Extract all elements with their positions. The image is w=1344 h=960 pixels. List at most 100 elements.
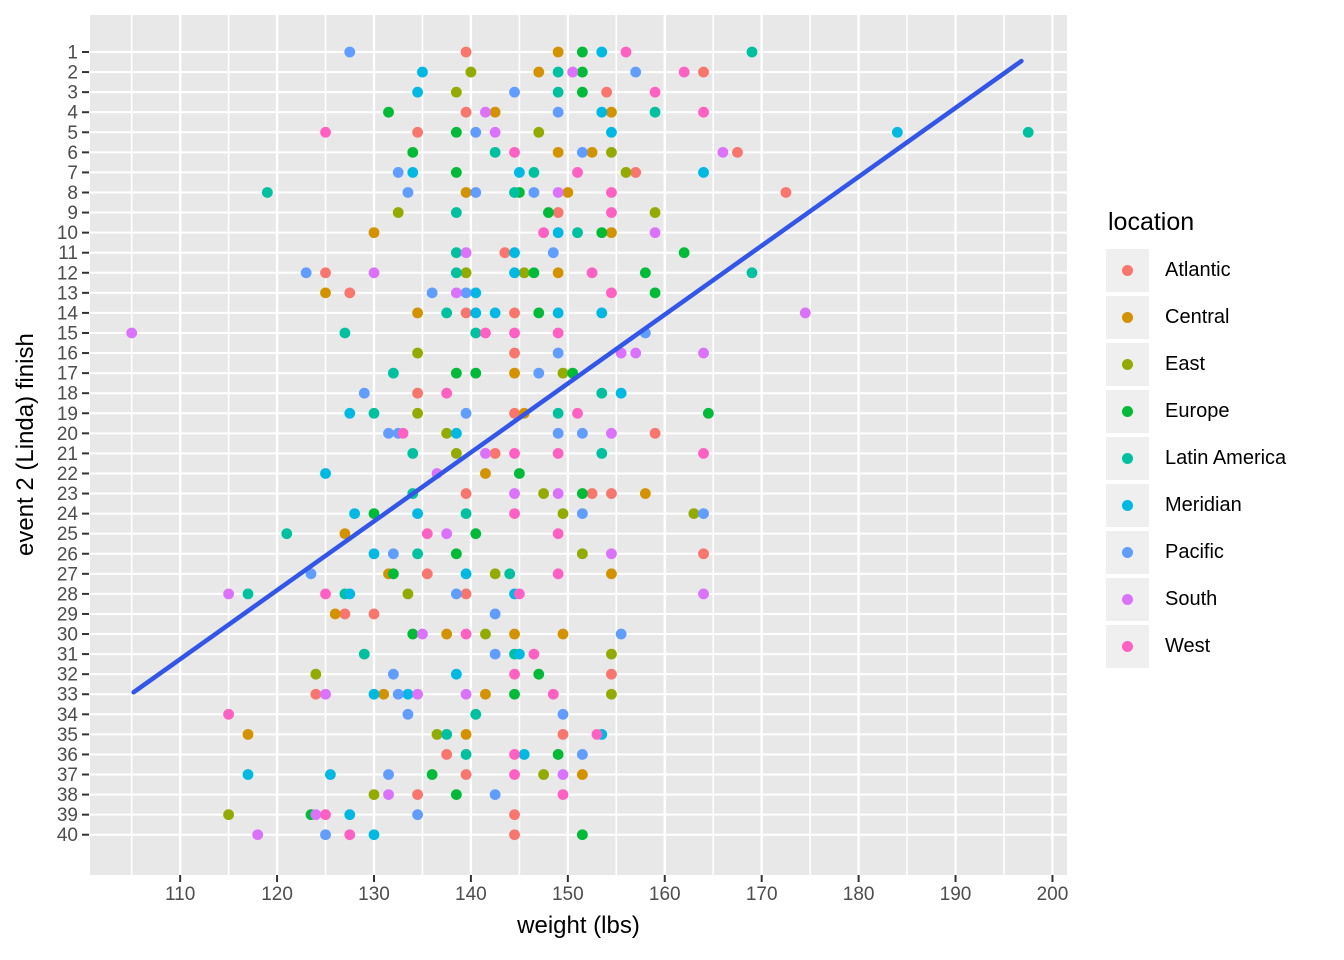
legend-key-box <box>1106 531 1149 574</box>
data-point <box>596 46 608 58</box>
data-point <box>552 86 564 98</box>
data-point <box>460 728 472 740</box>
data-point <box>606 146 617 158</box>
y-tick-label: 30 <box>57 625 78 646</box>
legend: location Atlantic Central East Europe Latin … <box>1106 208 1286 672</box>
data-point <box>242 588 254 600</box>
data-point <box>538 769 550 780</box>
data-point <box>552 528 564 540</box>
data-point <box>344 407 356 419</box>
data-point <box>678 66 690 78</box>
data-point <box>489 568 501 580</box>
x-tick-label: 110 <box>165 884 195 905</box>
data-point <box>630 66 642 78</box>
data-point <box>392 688 404 700</box>
data-point <box>460 568 472 580</box>
y-tick-label: 1 <box>67 43 78 64</box>
data-point <box>460 106 472 118</box>
data-point <box>509 86 520 98</box>
data-point <box>552 146 564 158</box>
data-point <box>339 528 351 540</box>
y-tick-label: 13 <box>57 283 78 304</box>
data-point <box>557 789 569 800</box>
y-tick-label: 16 <box>57 344 78 365</box>
data-point <box>397 427 409 439</box>
data-point <box>799 307 811 319</box>
data-point <box>242 769 254 780</box>
data-point <box>504 568 516 580</box>
data-point <box>746 267 758 279</box>
x-axis: 110 120 130 140 150 160 170 180 190 200 <box>165 875 1068 905</box>
data-point <box>746 46 758 58</box>
data-point <box>552 407 564 419</box>
data-point <box>533 307 545 319</box>
data-point <box>470 307 482 319</box>
legend-title: location <box>1108 208 1195 236</box>
y-tick-label: 25 <box>57 524 78 545</box>
data-point <box>460 247 472 259</box>
data-point <box>698 347 709 359</box>
data-point <box>470 367 482 379</box>
data-point <box>509 347 520 359</box>
data-point <box>344 46 356 58</box>
data-point <box>450 588 462 600</box>
data-point <box>310 668 322 680</box>
y-tick-label: 9 <box>67 203 78 224</box>
y-axis-title: event 2 (Linda) finish <box>12 333 39 557</box>
y-tick-label: 37 <box>57 765 78 786</box>
data-point <box>518 749 530 760</box>
data-point <box>533 126 545 138</box>
data-point <box>358 648 370 660</box>
data-point <box>576 769 588 780</box>
data-point <box>126 327 138 339</box>
data-point <box>402 708 414 720</box>
y-tick-label: 31 <box>57 645 78 666</box>
data-point <box>533 66 545 78</box>
y-tick-label: 24 <box>57 504 79 525</box>
data-point <box>489 448 501 459</box>
data-point <box>407 628 419 640</box>
data-point <box>450 548 462 560</box>
data-point <box>639 267 651 279</box>
legend-item-meridian: Meridian <box>1106 484 1286 527</box>
data-point <box>412 86 424 98</box>
data-point <box>649 207 661 218</box>
legend-label: Central <box>1165 306 1230 328</box>
legend-dot-icon <box>1122 359 1133 370</box>
data-point <box>450 86 462 98</box>
data-point <box>552 749 564 760</box>
data-point <box>528 167 540 178</box>
data-point <box>368 608 380 620</box>
data-point <box>509 407 520 419</box>
data-point <box>460 749 472 760</box>
data-point <box>450 367 462 379</box>
data-point <box>606 688 617 700</box>
data-point <box>576 548 588 560</box>
data-point <box>450 247 462 259</box>
legend-item-west: West <box>1106 625 1286 668</box>
data-point <box>480 468 491 479</box>
data-point <box>368 829 380 841</box>
data-point <box>891 126 903 138</box>
data-point <box>431 728 443 740</box>
y-tick-label: 3 <box>67 83 78 104</box>
data-point <box>698 106 709 118</box>
legend-dot-icon <box>1122 406 1133 417</box>
data-point <box>606 648 617 660</box>
data-point <box>576 829 588 841</box>
y-tick-label: 28 <box>57 584 78 605</box>
data-point <box>528 648 540 660</box>
data-point <box>499 247 511 259</box>
data-point <box>717 146 729 158</box>
data-point <box>596 106 608 118</box>
y-tick-label: 12 <box>57 263 78 284</box>
data-point <box>426 287 438 299</box>
data-point <box>572 167 583 178</box>
data-point <box>606 227 617 239</box>
data-point <box>698 66 709 78</box>
legend-key-box <box>1106 578 1149 621</box>
series-atlantic <box>310 46 792 841</box>
data-point <box>509 769 520 780</box>
